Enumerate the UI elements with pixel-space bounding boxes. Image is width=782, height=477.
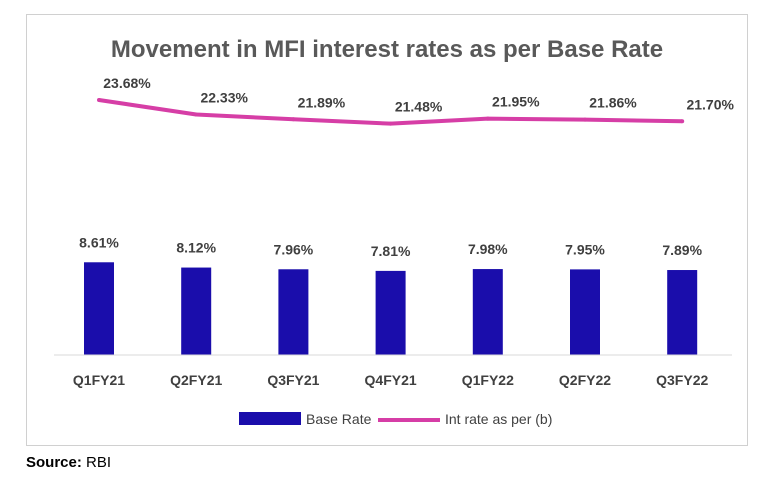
- line-data-label: 21.86%: [589, 95, 637, 111]
- x-tick-label: Q3FY21: [267, 372, 319, 388]
- bar-base-rate: [667, 270, 698, 355]
- bar-base-rate: [375, 270, 406, 355]
- bar-data-label: 7.89%: [662, 242, 702, 258]
- bar-data-label: 7.98%: [468, 241, 508, 257]
- bar-base-rate: [181, 267, 212, 355]
- x-tick-label: Q2FY22: [559, 372, 611, 388]
- source-value: RBI: [86, 454, 112, 471]
- x-tick-label: Q1FY22: [462, 372, 514, 388]
- bar-data-label: 7.95%: [565, 241, 605, 257]
- bar-base-rate: [570, 269, 600, 355]
- line-data-label: 21.48%: [395, 99, 443, 115]
- line-point: [194, 112, 199, 117]
- line-point: [291, 117, 296, 122]
- bar-data-label: 8.61%: [79, 234, 119, 250]
- x-tick-label: Q1FY21: [73, 372, 125, 388]
- line-point: [388, 121, 393, 126]
- x-tick-label: Q4FY21: [365, 372, 417, 388]
- legend-label-base-rate: Base Rate: [306, 411, 372, 427]
- bar-base-rate: [278, 269, 309, 355]
- line-point: [485, 116, 490, 121]
- bar-data-label: 7.96%: [274, 241, 314, 257]
- line-layer: 23.68% 22.33% 21.89% 21.48% 21.95% 21.86% 21.7…: [97, 75, 734, 126]
- line-data-label: 23.68%: [103, 75, 151, 91]
- chart-svg: Movement in MFI interest rates as per Ba…: [54, 36, 734, 427]
- x-axis-ticks: Q1FY21 Q2FY21 Q3FY21 Q4FY21 Q1FY22 Q2FY22 Q3FY…: [73, 372, 709, 388]
- source-note: Source: RBI: [26, 454, 111, 471]
- legend-label-int-rate: Int rate as per (b): [445, 411, 552, 427]
- bars-layer: 8.61% 8.12% 7.96% 7.81% 7.98% 7.95% 7.89%: [79, 234, 703, 355]
- x-tick-label: Q3FY22: [656, 372, 708, 388]
- line-data-label: 21.70%: [686, 96, 734, 112]
- bar-base-rate: [472, 269, 503, 355]
- source-label: Source:: [26, 454, 82, 471]
- chart-frame: Movement in MFI interest rates as per Ba…: [26, 14, 748, 446]
- bar-data-label: 7.81%: [371, 243, 411, 259]
- chart-title: Movement in MFI interest rates as per Ba…: [111, 36, 663, 63]
- line-data-label: 21.95%: [492, 94, 540, 110]
- bar-base-rate: [84, 262, 114, 355]
- line-point: [680, 119, 685, 124]
- bar-data-label: 8.12%: [176, 240, 216, 256]
- line-data-label: 22.33%: [200, 90, 248, 106]
- legend: Base Rate Int rate as per (b): [239, 411, 552, 427]
- line-point: [97, 97, 101, 102]
- legend-swatch-base-rate: [239, 412, 301, 425]
- line-data-label: 21.89%: [298, 94, 346, 110]
- x-tick-label: Q2FY21: [170, 372, 222, 388]
- line-point: [583, 117, 587, 122]
